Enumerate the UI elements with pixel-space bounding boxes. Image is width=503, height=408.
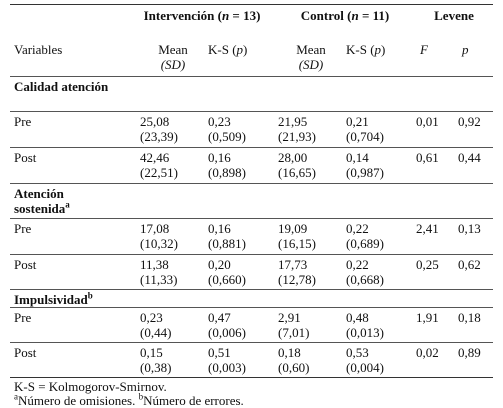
cell-ks: 0,53 (0,004): [346, 345, 384, 375]
cell-mean-sd: 0,23 (0,44): [140, 310, 172, 340]
row-rule: [10, 147, 493, 148]
row-label: Post: [14, 257, 37, 272]
subheader-p: p: [462, 42, 469, 57]
cell-p: 0,44: [458, 150, 481, 165]
footnote-ab: aNúmero de omisiones. bNúmero de errores…: [14, 391, 244, 408]
subheader-f: F: [420, 42, 428, 57]
row-rule: [10, 254, 493, 255]
cell-ks: 0,16 (0,881): [208, 221, 246, 251]
cell-mean-sd: 19,09 (16,15): [278, 221, 316, 251]
section-rule: [10, 218, 493, 219]
cell-f: 0,61: [416, 150, 439, 165]
cell-p: 0,62: [458, 257, 481, 272]
row-rule: [10, 342, 493, 343]
section-title-calidad: Calidad atención: [14, 79, 109, 94]
cell-p: 0,18: [458, 310, 481, 325]
cell-p: 0,92: [458, 114, 481, 129]
cell-f: 0,01: [416, 114, 439, 129]
section-title-impulsividad: Impulsividadb: [14, 290, 93, 307]
cell-mean-sd: 42,46 (22,51): [140, 150, 178, 180]
cell-ks: 0,51 (0,003): [208, 345, 246, 375]
row-label: Pre: [14, 221, 32, 236]
cell-f: 2,41: [416, 221, 439, 236]
subheader-mean-2: Mean (SD): [296, 42, 326, 72]
cell-ks: 0,22 (0,668): [346, 257, 384, 287]
cell-mean-sd: 21,95 (21,93): [278, 114, 316, 144]
cell-f: 0,25: [416, 257, 439, 272]
section-rule: [10, 307, 493, 308]
cell-ks: 0,47 (0,006): [208, 310, 246, 340]
header-rule: [10, 76, 493, 77]
footnote-ks: K-S = Kolmogorov-Smirnov.: [14, 379, 167, 394]
cell-mean-sd: 0,15 (0,38): [140, 345, 172, 375]
top-rule: [10, 4, 493, 5]
cell-mean-sd: 17,73 (12,78): [278, 257, 316, 287]
subheader-ks-2: K-S (p): [346, 42, 386, 57]
row-label: Post: [14, 345, 37, 360]
row-label: Pre: [14, 114, 32, 129]
cell-ks: 0,16 (0,898): [208, 150, 246, 180]
row-label: Post: [14, 150, 37, 165]
cell-ks: 0,48 (0,013): [346, 310, 384, 340]
row-label: Pre: [14, 310, 32, 325]
header-control: Control (n = 11): [300, 8, 390, 23]
cell-mean-sd: 28,00 (16,65): [278, 150, 316, 180]
header-levene: Levene: [434, 8, 474, 23]
cell-ks: 0,22 (0,689): [346, 221, 384, 251]
cell-mean-sd: 25,08 (23,39): [140, 114, 178, 144]
cell-ks: 0,21 (0,704): [346, 114, 384, 144]
row-rule: [10, 289, 493, 290]
subheader-mean-1: Mean (SD): [158, 42, 188, 72]
cell-p: 0,13: [458, 221, 481, 236]
cell-ks: 0,14 (0,987): [346, 150, 384, 180]
section-rule: [10, 111, 493, 112]
row-rule: [10, 183, 493, 184]
cell-f: 0,02: [416, 345, 439, 360]
section-title-atencion: Atención sostenidaa: [14, 186, 70, 216]
cell-ks: 0,20 (0,660): [208, 257, 246, 287]
header-intervention: Intervención (n = 13): [143, 8, 261, 23]
subheader-ks-1: K-S (p): [208, 42, 248, 57]
cell-mean-sd: 17,08 (10,32): [140, 221, 178, 251]
cell-mean-sd: 0,18 (0,60): [278, 345, 310, 375]
bottom-rule: [10, 377, 493, 378]
cell-ks: 0,23 (0,509): [208, 114, 246, 144]
cell-f: 1,91: [416, 310, 439, 325]
cell-mean-sd: 11,38 (11,33): [140, 257, 178, 287]
cell-p: 0,89: [458, 345, 481, 360]
cell-mean-sd: 2,91 (7,01): [278, 310, 310, 340]
subheader-variables: Variables: [14, 42, 63, 57]
